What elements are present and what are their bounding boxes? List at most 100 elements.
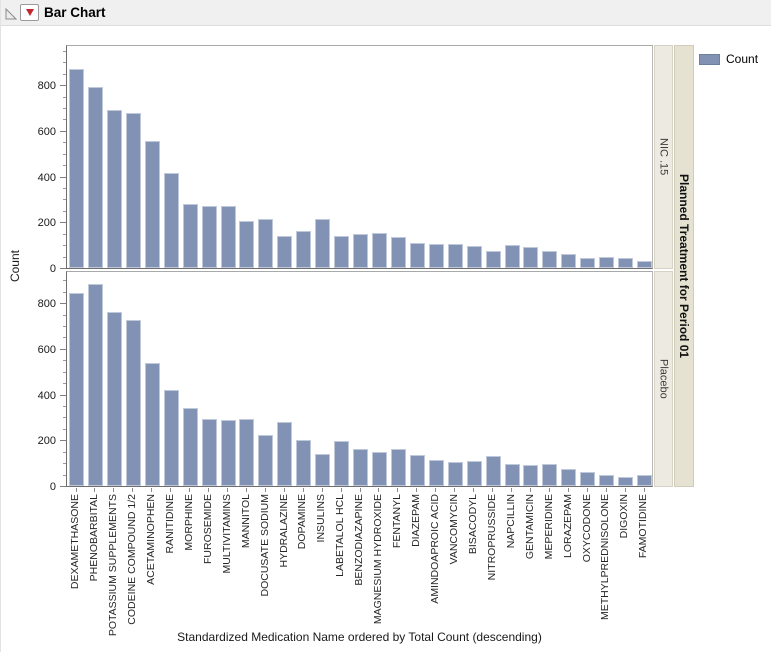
x-category-label[interactable]: FAMOTIDINE [637, 494, 650, 559]
bar-nic15-fentanyl[interactable] [390, 237, 406, 268]
bar-nic15-nitroprusside[interactable] [485, 251, 501, 268]
x-category-label[interactable]: OXYCODONE [580, 494, 593, 563]
bar-nic15-insulins[interactable] [315, 219, 331, 268]
x-category-label[interactable]: MULTIVITAMINS [220, 494, 233, 574]
bar-placebo-labetalol-hcl[interactable] [334, 441, 350, 486]
bar-placebo-meperidine[interactable] [542, 464, 558, 486]
x-category-label[interactable]: DIAZEPAM [410, 494, 423, 547]
red-triangle-menu-icon[interactable] [20, 4, 39, 21]
x-category-label[interactable]: METHYLPREDNISOLONE [599, 494, 612, 621]
bar-nic15-multivitamins[interactable] [220, 206, 236, 268]
x-category-label[interactable]: GENTAMICIN [523, 494, 536, 560]
x-category-label[interactable]: MEPERIDINE [542, 494, 555, 560]
x-category-label[interactable]: FENTANYL [391, 494, 404, 549]
bar-placebo-acetaminophen[interactable] [144, 363, 160, 486]
bar-placebo-benzodiazapine[interactable] [353, 449, 368, 486]
bar-placebo-gentamicin[interactable] [523, 465, 539, 486]
bar-placebo-methylprednisolone[interactable] [599, 475, 615, 486]
bar-placebo-ranitidine[interactable] [163, 390, 179, 486]
plot-panel-nic15[interactable] [66, 45, 653, 269]
x-category-label[interactable]: POTASSIUM SUPPLEMENTS [107, 494, 120, 637]
bar-nic15-hydralazine[interactable] [277, 236, 293, 268]
facet-title-strip[interactable]: Planned Treatment for Period 01 [674, 45, 694, 487]
bar-placebo-dopamine[interactable] [296, 440, 312, 486]
bar-placebo-insulins[interactable] [315, 454, 331, 486]
x-category-label[interactable]: HYDRALAZINE [277, 494, 290, 568]
bar-nic15-ranitidine[interactable] [163, 173, 179, 268]
bar-nic15-digoxin[interactable] [618, 258, 634, 268]
bar-placebo-amindoaproic-acid[interactable] [428, 460, 444, 486]
bar-placebo-codeine-compound-1-2[interactable] [125, 320, 141, 486]
bar-placebo-multivitamins[interactable] [220, 420, 236, 486]
bar-nic15-benzodiazapine[interactable] [353, 234, 368, 268]
x-category-label[interactable]: CODEINE COMPOUND 1/2 [126, 494, 139, 625]
x-category-label[interactable]: RANITIDINE [163, 494, 176, 554]
bar-nic15-furosemide[interactable] [201, 206, 217, 268]
x-category-label[interactable]: VANCOMYCIN [447, 494, 460, 565]
bar-nic15-potassium-supplements[interactable] [106, 110, 122, 268]
bar-placebo-potassium-supplements[interactable] [106, 312, 122, 486]
x-category-label[interactable]: LORAZEPAM [561, 494, 574, 558]
x-category-label[interactable]: BENZODIAZAPINE [353, 494, 366, 586]
plot-panel-placebo[interactable] [66, 271, 653, 487]
x-category-label[interactable]: DEXAMETHASONE [69, 494, 82, 590]
x-category-label[interactable]: NITROPRUSSIDE [485, 494, 498, 581]
bar-placebo-hydralazine[interactable] [277, 422, 293, 486]
facet-level-nic15[interactable]: NIC .15 [654, 45, 673, 269]
bar-placebo-napcillin[interactable] [504, 464, 520, 486]
bar-nic15-dopamine[interactable] [296, 231, 312, 268]
bar-placebo-fentanyl[interactable] [390, 449, 406, 486]
bar-placebo-furosemide[interactable] [201, 419, 217, 486]
x-category-label[interactable]: MANNITOL [239, 494, 252, 549]
x-category-label[interactable]: LABETALOL HCL [334, 494, 347, 577]
bar-placebo-digoxin[interactable] [618, 477, 634, 486]
bar-nic15-vancomycin[interactable] [447, 244, 463, 268]
x-category-label[interactable]: FUROSEMIDE [201, 494, 214, 565]
x-category-label[interactable]: PHENOBARBITAL [88, 494, 101, 582]
x-category-label[interactable]: INSULINS [315, 494, 328, 543]
bar-placebo-oxycodone[interactable] [580, 472, 596, 486]
x-category-label[interactable]: MAGNESIUM HYDROXIDE [372, 494, 385, 625]
disclosure-open-triangle-icon[interactable] [4, 6, 18, 20]
facet-level-placebo[interactable]: Placebo [654, 271, 673, 487]
bar-nic15-methylprednisolone[interactable] [599, 257, 615, 268]
x-category-label[interactable]: BISACODYL [466, 494, 479, 555]
bar-placebo-nitroprusside[interactable] [485, 456, 501, 486]
x-category-label[interactable]: DIGOXIN [618, 494, 631, 539]
bar-placebo-dexamethasone[interactable] [69, 293, 84, 486]
bar-nic15-morphine[interactable] [182, 204, 198, 268]
bar-placebo-bisacodyl[interactable] [466, 461, 482, 486]
bar-nic15-napcillin[interactable] [504, 245, 520, 268]
bar-nic15-labetalol-hcl[interactable] [334, 236, 350, 268]
x-category-label[interactable]: DOPAMINE [296, 494, 309, 550]
bar-nic15-acetaminophen[interactable] [144, 141, 160, 268]
bar-nic15-gentamicin[interactable] [523, 247, 539, 268]
bar-placebo-diazepam[interactable] [409, 455, 425, 486]
bar-nic15-codeine-compound-1-2[interactable] [125, 113, 141, 268]
x-category-label[interactable]: AMINDOAPROIC ACID [429, 494, 442, 604]
bar-nic15-bisacodyl[interactable] [466, 246, 482, 268]
bar-placebo-vancomycin[interactable] [447, 462, 463, 486]
bar-placebo-phenobarbital[interactable] [87, 284, 103, 486]
bar-nic15-docusate-sodium[interactable] [258, 219, 274, 268]
bar-nic15-phenobarbital[interactable] [87, 87, 103, 268]
bar-nic15-lorazepam[interactable] [561, 254, 577, 268]
x-category-label[interactable]: DOCUSATE SODIUM [258, 494, 271, 597]
bar-placebo-magnesium-hydroxide[interactable] [371, 452, 387, 486]
bar-placebo-famotidine[interactable] [637, 475, 652, 486]
bar-nic15-famotidine[interactable] [637, 261, 652, 268]
bar-nic15-meperidine[interactable] [542, 251, 558, 268]
bar-placebo-mannitol[interactable] [239, 419, 255, 486]
bar-nic15-dexamethasone[interactable] [69, 69, 84, 268]
x-category-label[interactable]: NAPCILLIN [504, 494, 517, 549]
legend-count-swatch[interactable] [699, 53, 720, 65]
x-category-label[interactable]: MORPHINE [182, 494, 195, 551]
bar-placebo-morphine[interactable] [182, 408, 198, 486]
bar-nic15-amindoaproic-acid[interactable] [428, 244, 444, 268]
bar-placebo-lorazepam[interactable] [561, 469, 577, 486]
bar-nic15-magnesium-hydroxide[interactable] [371, 233, 387, 268]
x-category-label[interactable]: ACETAMINOPHEN [144, 494, 157, 585]
bar-placebo-docusate-sodium[interactable] [258, 435, 274, 486]
bar-nic15-mannitol[interactable] [239, 221, 255, 268]
bar-nic15-oxycodone[interactable] [580, 258, 596, 268]
